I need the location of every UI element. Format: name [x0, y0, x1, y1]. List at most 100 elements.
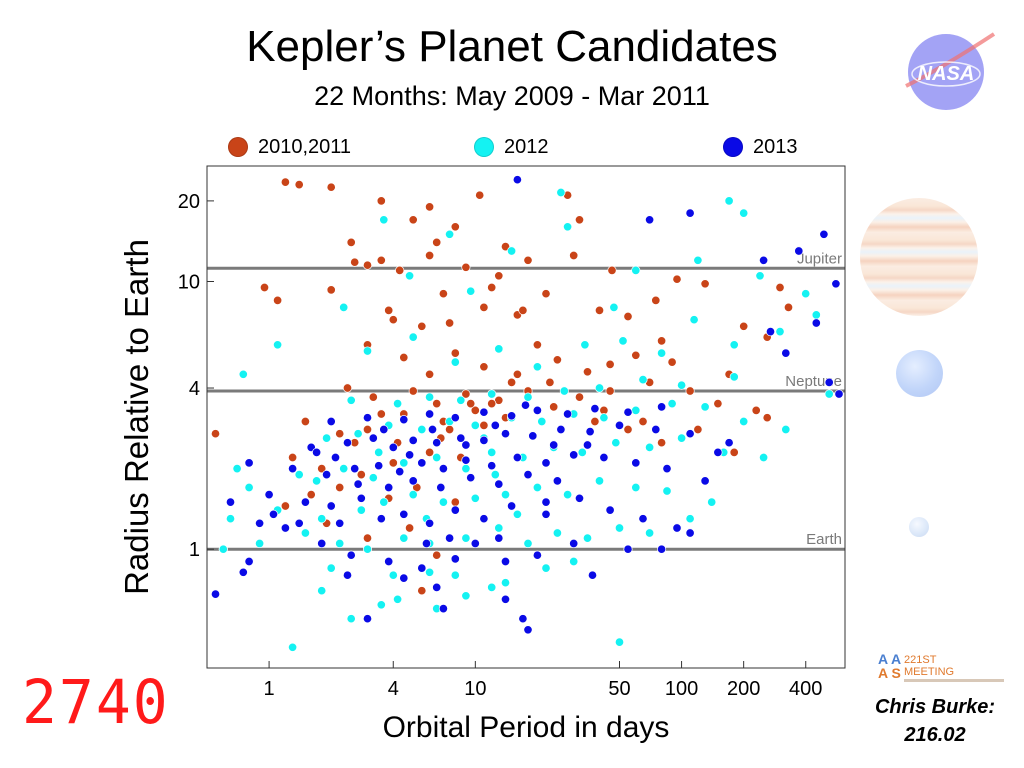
data-point-series-2	[244, 556, 254, 567]
data-point-series-2	[781, 348, 791, 358]
x-tick-label: 1	[264, 678, 275, 700]
data-point-series-2	[326, 501, 336, 511]
data-point-series-0	[259, 282, 270, 293]
data-point-series-1	[739, 416, 749, 427]
data-point-series-2	[685, 208, 695, 218]
data-point-series-1	[244, 482, 254, 493]
data-point-series-2	[479, 407, 489, 417]
data-point-series-0	[487, 282, 497, 293]
data-point-series-2	[395, 467, 405, 477]
data-point-series-1	[450, 357, 460, 367]
x-tick-label: 200	[727, 678, 760, 700]
data-point-series-1	[353, 429, 363, 439]
data-point-series-2	[330, 452, 341, 463]
data-point-series-1	[500, 578, 511, 588]
data-point-series-2	[417, 563, 427, 573]
data-point-series-0	[479, 302, 489, 312]
data-point-series-0	[280, 177, 290, 187]
data-point-series-1	[614, 637, 625, 647]
data-point-series-0	[775, 282, 785, 293]
data-point-series-0	[569, 250, 579, 261]
data-point-series-1	[388, 570, 398, 580]
data-point-series-0	[294, 180, 304, 190]
data-point-series-1	[379, 215, 389, 225]
data-point-series-2	[657, 402, 667, 412]
data-point-series-1	[689, 315, 699, 325]
data-point-series-2	[523, 470, 533, 480]
data-point-series-2	[614, 420, 625, 430]
data-point-series-2	[405, 450, 415, 460]
data-point-series-1	[638, 375, 648, 385]
data-point-series-1	[417, 424, 427, 435]
data-point-series-0	[475, 190, 485, 200]
data-point-series-2	[582, 440, 593, 450]
data-point-series-1	[438, 497, 448, 507]
data-point-series-1	[801, 289, 811, 299]
data-point-series-0	[425, 447, 435, 457]
data-point-series-1	[317, 586, 327, 596]
data-point-series-2	[811, 318, 821, 328]
data-point-series-2	[280, 523, 290, 533]
data-point-series-0	[445, 424, 455, 435]
data-point-series-0	[518, 305, 528, 315]
data-point-series-2	[461, 455, 471, 465]
data-point-series-0	[432, 237, 442, 247]
data-point-series-0	[623, 424, 633, 435]
data-point-series-1	[273, 340, 283, 350]
x-tick-label: 10	[464, 678, 486, 700]
y-tick-label: 10	[178, 271, 200, 293]
x-tick-label: 400	[789, 678, 822, 700]
data-point-series-0	[487, 399, 497, 409]
data-point-series-2	[342, 438, 353, 448]
data-point-series-1	[677, 380, 687, 390]
data-point-series-2	[713, 447, 723, 457]
data-point-series-2	[724, 438, 734, 448]
x-tick-label: 4	[388, 678, 399, 700]
data-point-series-0	[607, 265, 617, 275]
data-point-series-1	[376, 600, 386, 610]
data-point-series-2	[379, 424, 389, 435]
data-point-series-0	[362, 424, 373, 435]
data-point-series-2	[384, 482, 394, 493]
nasa-logo: NASA	[905, 32, 996, 110]
data-point-series-1	[490, 470, 500, 480]
data-point-series-2	[518, 614, 528, 624]
data-point-series-1	[532, 482, 542, 493]
data-point-series-0	[651, 295, 661, 305]
credit-author: Chris Burke:	[874, 696, 996, 718]
data-point-series-1	[399, 458, 409, 468]
data-point-series-0	[450, 497, 460, 507]
data-point-series-0	[450, 222, 460, 232]
data-point-series-0	[368, 392, 378, 402]
data-point-series-0	[494, 271, 504, 281]
data-point-series-1	[362, 544, 373, 554]
data-point-series-2	[532, 405, 542, 415]
data-point-series-1	[609, 302, 619, 312]
data-point-series-2	[599, 452, 609, 463]
data-point-series-2	[244, 458, 254, 468]
legend-item-2013: 2013	[723, 134, 798, 160]
y-axis-label: Radius Relative to Earth	[118, 239, 155, 595]
data-point-series-2	[685, 429, 695, 439]
data-point-series-1	[552, 528, 562, 538]
data-point-series-1	[339, 302, 349, 312]
data-point-series-2	[432, 582, 442, 592]
data-point-series-0	[432, 550, 442, 560]
data-point-series-1	[356, 505, 366, 515]
data-point-series-2	[445, 533, 455, 543]
data-point-series-0	[466, 399, 476, 409]
data-point-series-0	[574, 215, 585, 225]
aas-mark-top: A A	[878, 651, 902, 667]
data-point-series-0	[399, 352, 409, 363]
data-point-series-1	[405, 271, 415, 281]
x-tick-label: 50	[608, 678, 630, 700]
data-point-series-1	[238, 369, 248, 379]
data-point-series-0	[280, 501, 290, 511]
data-point-series-2	[436, 482, 446, 493]
data-point-series-1	[470, 420, 480, 430]
data-point-series-2	[494, 479, 504, 489]
data-point-series-0	[395, 265, 405, 275]
data-point-series-2	[238, 567, 248, 577]
data-point-series-1	[729, 340, 739, 350]
data-point-series-2	[450, 505, 460, 515]
